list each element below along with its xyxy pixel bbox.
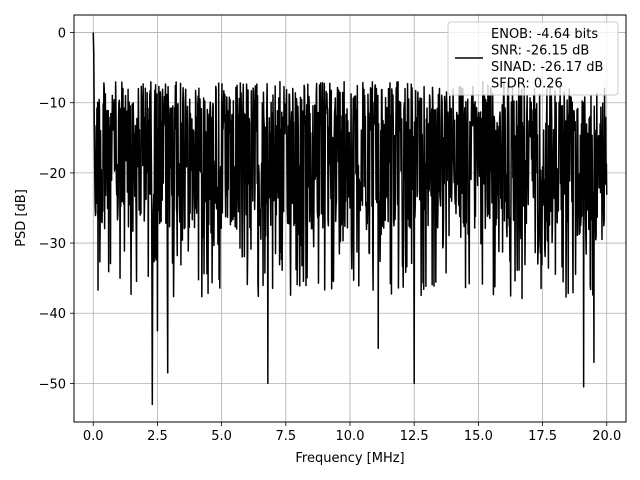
y-tick-label: −20 (39, 167, 66, 182)
x-axis-ticks: 0.0 2.5 5.0 7.5 10.0 12.5 15.0 17.5 20.0 (83, 422, 621, 444)
y-tick-label: −30 (39, 237, 66, 252)
x-tick-label: 20.0 (592, 429, 621, 444)
x-tick-label: 17.5 (528, 429, 557, 444)
psd-series-line (92, 32, 608, 406)
y-axis-ticks: 0 −10 −20 −30 −40 −50 (39, 27, 74, 392)
y-tick-label: −50 (39, 377, 66, 392)
x-axis-label: Frequency [MHz] (295, 451, 404, 466)
x-tick-label: 5.0 (211, 429, 232, 444)
y-tick-label: −40 (39, 307, 66, 322)
y-tick-label: −10 (39, 97, 66, 112)
x-tick-label: 15.0 (464, 429, 493, 444)
plot-area (92, 32, 608, 406)
x-tick-label: 12.5 (400, 429, 429, 444)
legend-entry-text: ENOB: -4.64 bits SNR: -26.15 dB SINAD: -26… (491, 27, 603, 92)
y-axis-label: PSD [dB] (14, 189, 29, 247)
y-tick-label: 0 (58, 27, 66, 42)
x-tick-label: 0.0 (83, 429, 104, 444)
x-tick-label: 2.5 (147, 429, 168, 444)
legend-box (447, 21, 619, 96)
x-tick-label: 7.5 (275, 429, 296, 444)
legend: ENOB: -4.64 bits SNR: -26.15 dB SINAD: -26… (447, 21, 619, 96)
x-tick-label: 10.0 (336, 429, 365, 444)
